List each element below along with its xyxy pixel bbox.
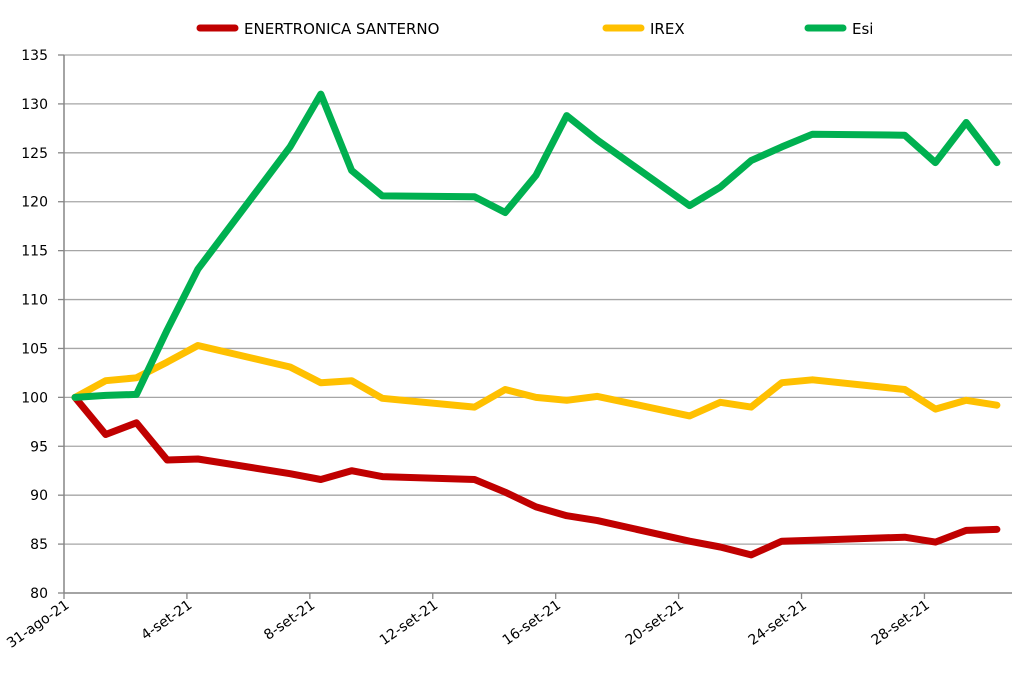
x-tick-label: 12-set-21: [377, 597, 441, 649]
gridlines: [64, 54, 1012, 545]
y-tick-label: 135: [21, 48, 48, 64]
series-lines: [71, 90, 1001, 559]
legend-label: ENERTRONICA SANTERNO: [244, 20, 439, 38]
y-tick-label: 125: [21, 146, 48, 162]
legend-label: IREX: [650, 20, 685, 38]
x-axis: 31-ago-21 4-set-21 8-set-21 12-set-21 16-set…: [4, 592, 1012, 652]
y-tick-label: 100: [21, 390, 48, 406]
y-axis: 80 85 90 95 100 105 110 115 120 125 130 135: [21, 48, 65, 602]
y-tick-label: 80: [30, 586, 48, 602]
series-line-esi: [71, 90, 1001, 401]
series-line-irex: [71, 342, 1001, 420]
x-tick-label: 31-ago-21: [4, 597, 72, 651]
x-tick-label: 20-set-21: [623, 597, 687, 649]
legend-item: ENERTRONICA SANTERNO: [196, 20, 439, 38]
y-tick-label: 115: [21, 244, 48, 260]
legend: ENERTRONICA SANTERNO IREX Esi: [196, 20, 873, 38]
y-tick-label: 120: [21, 195, 48, 211]
x-tick-label: 28-set-21: [869, 597, 933, 649]
y-tick-label: 90: [30, 488, 48, 504]
y-tick-label: 105: [21, 341, 48, 357]
y-tick-label: 110: [21, 293, 48, 309]
y-tick-label: 95: [30, 439, 48, 455]
legend-item: IREX: [602, 20, 685, 38]
series-line-enertronica-santerno: [71, 393, 1001, 559]
x-tick-label: 8-set-21: [261, 597, 318, 644]
legend-item: Esi: [804, 20, 873, 38]
x-tick-label: 16-set-21: [500, 597, 564, 649]
legend-label: Esi: [852, 20, 873, 38]
x-tick-label: 24-set-21: [746, 597, 810, 649]
y-tick-label: 85: [30, 537, 48, 553]
y-tick-label: 130: [21, 97, 48, 113]
x-tick-label: 4-set-21: [138, 597, 195, 644]
